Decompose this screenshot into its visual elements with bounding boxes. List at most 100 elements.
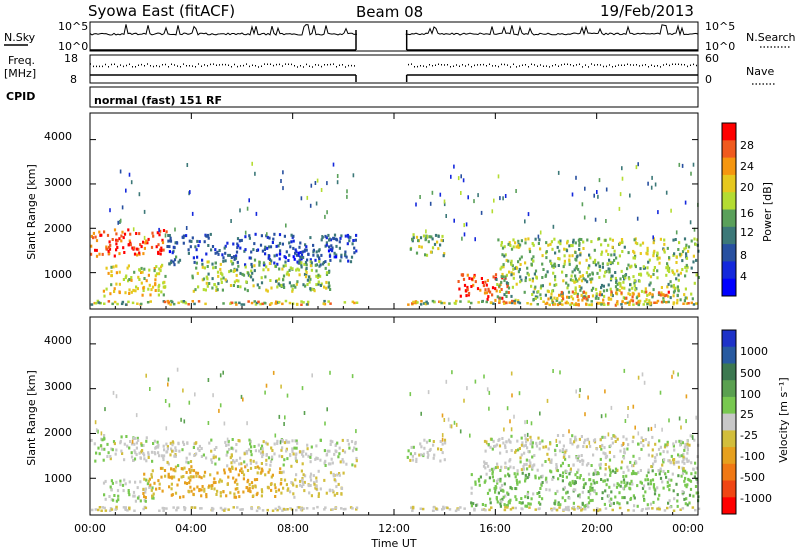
echo-cell bbox=[480, 277, 483, 280]
echo-cell bbox=[559, 503, 562, 507]
echo-cell bbox=[607, 283, 610, 287]
echo-cell bbox=[629, 487, 632, 491]
echo-cell bbox=[173, 454, 176, 458]
echo-cell bbox=[639, 273, 643, 277]
echo-cell bbox=[264, 441, 268, 445]
echo-cell bbox=[579, 388, 581, 393]
echo-cell bbox=[677, 460, 680, 464]
echo-cell bbox=[189, 245, 192, 249]
echo-cell bbox=[572, 505, 575, 509]
echo-cell bbox=[620, 460, 624, 464]
echo-cell bbox=[527, 273, 530, 277]
echo-cell bbox=[660, 291, 663, 295]
echo-cell bbox=[629, 496, 633, 500]
echo-cell bbox=[278, 454, 281, 458]
echo-cell bbox=[495, 443, 499, 447]
echo-cell bbox=[491, 470, 494, 474]
echo-cell bbox=[678, 241, 681, 245]
echo-cell bbox=[541, 254, 544, 258]
power-cb-tick-12: 12 bbox=[740, 226, 754, 239]
echo-cell bbox=[455, 422, 458, 427]
echo-cell bbox=[478, 479, 481, 483]
echo-cell bbox=[129, 243, 132, 247]
echo-cell bbox=[569, 303, 572, 306]
echo-cell bbox=[677, 465, 681, 469]
echo-cell bbox=[569, 438, 572, 442]
echo-cell bbox=[635, 301, 638, 305]
echo-cell bbox=[419, 236, 423, 240]
echo-cell bbox=[562, 444, 565, 448]
echo-cell bbox=[499, 469, 502, 472]
echo-cell bbox=[512, 238, 515, 242]
echo-cell bbox=[255, 509, 259, 513]
echo-cell bbox=[232, 242, 235, 246]
echo-cell bbox=[459, 294, 462, 298]
echo-cell bbox=[581, 298, 584, 302]
echo-cell bbox=[651, 448, 654, 452]
echo-cell bbox=[228, 467, 231, 471]
echo-cell bbox=[530, 263, 533, 267]
echo-cell bbox=[514, 495, 517, 499]
echo-cell bbox=[318, 256, 321, 260]
echo-cell bbox=[563, 453, 566, 457]
echo-cell bbox=[512, 267, 515, 271]
echo-cell bbox=[201, 258, 204, 262]
echo-cell bbox=[100, 437, 103, 441]
echo-cell bbox=[575, 280, 578, 283]
echo-cell bbox=[549, 296, 552, 300]
echo-cell bbox=[197, 244, 200, 248]
echo-cell bbox=[474, 237, 476, 242]
echo-cell bbox=[515, 449, 518, 453]
echo-cell bbox=[412, 233, 415, 237]
echo-cell bbox=[685, 485, 688, 489]
echo-cell bbox=[283, 458, 286, 462]
echo-cell bbox=[642, 265, 645, 269]
echo-cell bbox=[300, 261, 303, 265]
power-cb-tick-28: 28 bbox=[740, 139, 754, 152]
echo-cell bbox=[284, 415, 286, 420]
echo-cell bbox=[537, 242, 540, 245]
echo-cell bbox=[97, 508, 100, 512]
echo-cell bbox=[162, 248, 165, 252]
echo-cell bbox=[504, 505, 507, 509]
echo-cell bbox=[495, 289, 498, 293]
echo-cell bbox=[518, 501, 521, 504]
echo-cell bbox=[292, 284, 295, 288]
echo-cell bbox=[611, 469, 615, 473]
echo-cell bbox=[183, 300, 187, 304]
echo-cell bbox=[272, 237, 275, 241]
echo-cell bbox=[623, 447, 626, 451]
echo-cell bbox=[509, 486, 512, 490]
echo-cell bbox=[634, 241, 637, 245]
echo-cell bbox=[642, 444, 645, 448]
echo-cell bbox=[510, 449, 513, 452]
echo-cell bbox=[132, 288, 135, 292]
echo-cell bbox=[261, 490, 264, 494]
echo-cell bbox=[621, 176, 624, 181]
echo-cell bbox=[683, 299, 686, 303]
echo-cell bbox=[537, 290, 540, 294]
echo-cell bbox=[94, 459, 97, 463]
echo-cell bbox=[569, 481, 572, 485]
echo-cell bbox=[296, 280, 299, 284]
echo-cell bbox=[663, 509, 667, 512]
echo-cell bbox=[592, 479, 595, 483]
echo-cell bbox=[497, 491, 500, 495]
echo-cell bbox=[495, 479, 498, 483]
echo-cell bbox=[201, 485, 204, 488]
echo-cell bbox=[572, 501, 575, 505]
echo-cell bbox=[614, 285, 618, 289]
echo-cell bbox=[578, 270, 581, 274]
echo-cell bbox=[233, 257, 236, 261]
echo-cell bbox=[346, 189, 348, 194]
echo-cell bbox=[510, 371, 513, 376]
echo-cell bbox=[439, 440, 442, 443]
echo-cell bbox=[229, 469, 232, 473]
echo-cell bbox=[501, 272, 504, 276]
echo-cell bbox=[153, 451, 156, 454]
echo-cell bbox=[681, 163, 684, 168]
echo-cell bbox=[518, 257, 522, 261]
echo-cell bbox=[285, 272, 288, 276]
echo-cell bbox=[193, 506, 197, 509]
echo-cell bbox=[624, 419, 627, 423]
